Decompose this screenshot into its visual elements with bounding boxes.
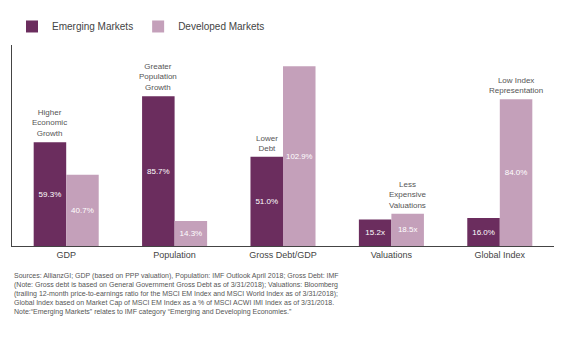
svg-text:15.2x: 15.2x <box>365 228 385 237</box>
svg-text:HigherEconomicGrowth: HigherEconomicGrowth <box>32 108 67 138</box>
svg-text:18.5x: 18.5x <box>398 225 418 234</box>
svg-text:51.0%: 51.0% <box>255 197 278 206</box>
svg-text:Population: Population <box>153 250 196 260</box>
svg-text:84.0%: 84.0% <box>505 168 528 177</box>
svg-text:102.9%: 102.9% <box>286 152 313 161</box>
svg-text:Developed Markets: Developed Markets <box>178 21 264 32</box>
svg-text:Valuations: Valuations <box>371 250 413 260</box>
svg-text:GDP: GDP <box>56 250 76 260</box>
svg-text:Gross Debt/GDP: Gross Debt/GDP <box>249 250 317 260</box>
svg-text:14.3%: 14.3% <box>180 229 203 238</box>
svg-text:Emerging Markets: Emerging Markets <box>52 21 133 32</box>
svg-text:GreaterPopulationGrowth: GreaterPopulationGrowth <box>139 62 177 92</box>
svg-text:59.3%: 59.3% <box>39 190 62 199</box>
svg-text:LessExpensiveValuations: LessExpensiveValuations <box>389 180 426 210</box>
svg-text:16.0%: 16.0% <box>472 228 495 237</box>
svg-text:Sources: AllianzGI; GDP (based: Sources: AllianzGI; GDP (based on PPP va… <box>14 272 339 316</box>
svg-text:Global Index: Global Index <box>475 250 526 260</box>
svg-text:LowerDebt: LowerDebt <box>256 134 278 153</box>
svg-text:40.7%: 40.7% <box>71 206 94 215</box>
svg-text:85.7%: 85.7% <box>147 167 170 176</box>
svg-text:Low IndexRepresentation: Low IndexRepresentation <box>489 76 543 95</box>
